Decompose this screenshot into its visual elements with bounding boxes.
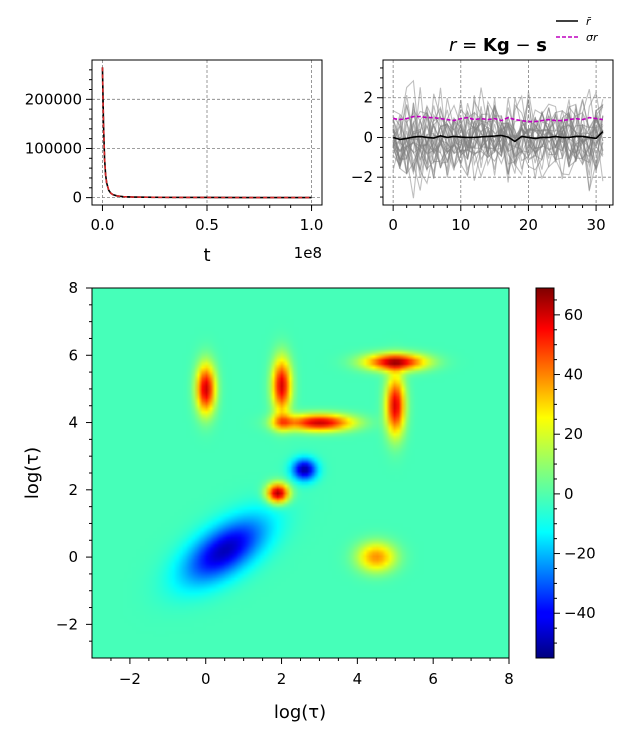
hm-ytick-label: 6 [68, 346, 78, 364]
tr-ytick-label: −2 [351, 168, 373, 186]
hm-ytick-label: 0 [68, 548, 78, 566]
tr-sigma-line [393, 115, 603, 123]
hm-xtick-label: 8 [504, 670, 514, 688]
hm-xtick-label: 4 [353, 670, 363, 688]
tr-xtick-label: 20 [519, 216, 538, 234]
tl-series-line-1 [101, 67, 312, 199]
tr-legend: r̄ σr [556, 15, 599, 44]
tr-ticks: 0 10 20 30 −2 0 2 [351, 67, 611, 234]
tr-ytick-label: 2 [363, 89, 373, 107]
cb-tick-label: 60 [564, 306, 583, 324]
hm-xtick-label: 6 [428, 670, 438, 688]
panel-top-right: 0 10 20 30 −2 0 2 r = Kg − s r̄ σr [351, 15, 614, 234]
cb-tick-label: −40 [564, 604, 596, 622]
tr-title-lhs: r [449, 35, 458, 56]
tl-xtick-label: 0.0 [91, 216, 115, 234]
tr-sample-line [392, 97, 604, 178]
panel-top-left: 0.0 0.5 1.0 0 100000 200000 t 1e8 [25, 59, 324, 266]
tr-title-eq: = [456, 35, 483, 56]
tr-xtick-label: 10 [451, 216, 470, 234]
tl-offset-text: 1e8 [294, 244, 322, 262]
tr-xtick-label: 0 [388, 216, 398, 234]
heatmap-image [92, 288, 509, 658]
hm-xlabel: log(τ) [274, 702, 326, 723]
tr-title-K: K [483, 35, 498, 56]
tl-ytick-label: 100000 [25, 139, 82, 157]
tr-sample-line [392, 113, 604, 185]
tr-ytick-label: 0 [363, 128, 373, 146]
hm-ytick-label: 4 [68, 414, 78, 432]
hm-ytick-label: 2 [68, 481, 78, 499]
tl-ticks: 0.0 0.5 1.0 0 100000 200000 [25, 69, 324, 234]
legend-sigma-label: σr [586, 31, 599, 44]
hm-ticks: −2 0 2 4 6 8 −2 0 2 4 6 8 [56, 279, 514, 688]
colorbar [536, 288, 554, 658]
tr-series [392, 79, 604, 199]
legend-mean-label: r̄ [586, 15, 592, 28]
colorbar-frame [535, 287, 555, 659]
cb-tick-label: 0 [564, 485, 574, 503]
hm-ytick-label: −2 [56, 615, 78, 633]
cb-tick-label: 20 [564, 425, 583, 443]
hm-ylabel: log(τ) [22, 447, 43, 499]
tr-sample-line [392, 93, 604, 173]
hm-xtick-label: 2 [277, 670, 287, 688]
tl-xtick-label: 1.0 [300, 216, 324, 234]
cb-tick-label: −20 [564, 545, 596, 563]
tr-title: r = Kg − s [449, 35, 547, 56]
tr-title-minus: − [510, 35, 537, 56]
tl-xtick-label: 0.5 [195, 216, 219, 234]
tr-xtick-label: 30 [587, 216, 606, 234]
tr-mean-line [392, 130, 604, 143]
cb-tick-label: 40 [564, 366, 583, 384]
tl-xlabel: t [203, 245, 210, 266]
tl-ytick-label: 200000 [25, 90, 82, 108]
tr-sample-line [392, 87, 604, 170]
hm-xtick-label: 0 [201, 670, 211, 688]
tl-gridlines [92, 60, 322, 205]
tr-axes-frame [382, 59, 614, 206]
hm-ytick-label: 8 [68, 279, 78, 297]
tl-ytick-label: 0 [72, 189, 82, 207]
tr-title-g: g [497, 35, 510, 56]
colorbar-ticks: −40 −20 0 20 40 60 [554, 299, 596, 644]
tl-series [101, 67, 312, 199]
tr-sample-line [392, 79, 604, 167]
hm-xtick-label: −2 [119, 670, 141, 688]
tr-title-s: s [536, 35, 547, 56]
